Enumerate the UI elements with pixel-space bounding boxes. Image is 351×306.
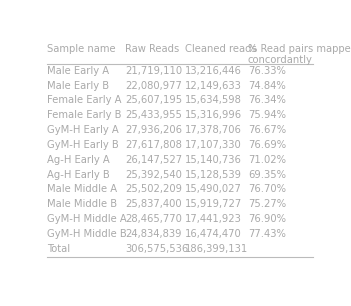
Text: Cleaned reads: Cleaned reads: [185, 44, 257, 54]
Text: Male Middle A: Male Middle A: [47, 185, 117, 194]
Text: 26,147,527: 26,147,527: [126, 155, 183, 165]
Text: Sample name: Sample name: [47, 44, 115, 54]
Text: 15,919,727: 15,919,727: [185, 199, 243, 209]
Text: 186,399,131: 186,399,131: [185, 244, 249, 254]
Text: 76.70%: 76.70%: [248, 185, 286, 194]
Text: 21,719,110: 21,719,110: [126, 66, 183, 76]
Text: Male Early A: Male Early A: [47, 66, 109, 76]
Text: GyM-H Early B: GyM-H Early B: [47, 140, 118, 150]
Text: 24,834,839: 24,834,839: [126, 229, 182, 239]
Text: 16,474,470: 16,474,470: [185, 229, 242, 239]
Text: 17,378,706: 17,378,706: [185, 125, 242, 135]
Text: Male Middle B: Male Middle B: [47, 199, 117, 209]
Text: 69.35%: 69.35%: [248, 170, 286, 180]
Text: 76.67%: 76.67%: [248, 125, 286, 135]
Text: 28,465,770: 28,465,770: [126, 214, 183, 224]
Text: 76.33%: 76.33%: [248, 66, 286, 76]
Text: Female Early B: Female Early B: [47, 110, 121, 120]
Text: 25,502,209: 25,502,209: [126, 185, 183, 194]
Text: 74.84%: 74.84%: [248, 80, 286, 91]
Text: GyM-H Middle A: GyM-H Middle A: [47, 214, 126, 224]
Text: 25,392,540: 25,392,540: [126, 170, 183, 180]
Text: Female Early A: Female Early A: [47, 95, 121, 105]
Text: 15,490,027: 15,490,027: [185, 185, 242, 194]
Text: Total: Total: [47, 244, 70, 254]
Text: 75.27%: 75.27%: [248, 199, 286, 209]
Text: Ag-H Early B: Ag-H Early B: [47, 170, 110, 180]
Text: Ag-H Early A: Ag-H Early A: [47, 155, 110, 165]
Text: GyM-H Early A: GyM-H Early A: [47, 125, 118, 135]
Text: 12,149,633: 12,149,633: [185, 80, 242, 91]
Text: 15,634,598: 15,634,598: [185, 95, 242, 105]
Text: 27,617,808: 27,617,808: [126, 140, 183, 150]
Text: GyM-H Middle B: GyM-H Middle B: [47, 229, 126, 239]
Text: 25,433,955: 25,433,955: [126, 110, 183, 120]
Text: Male Early B: Male Early B: [47, 80, 109, 91]
Text: 17,107,330: 17,107,330: [185, 140, 242, 150]
Text: 76.90%: 76.90%: [248, 214, 286, 224]
Text: 75.94%: 75.94%: [248, 110, 286, 120]
Text: 15,316,996: 15,316,996: [185, 110, 243, 120]
Text: 77.43%: 77.43%: [248, 229, 286, 239]
Text: 71.02%: 71.02%: [248, 155, 286, 165]
Text: 306,575,536: 306,575,536: [126, 244, 189, 254]
Text: 15,128,539: 15,128,539: [185, 170, 242, 180]
Text: 76.69%: 76.69%: [248, 140, 286, 150]
Text: 15,140,736: 15,140,736: [185, 155, 242, 165]
Text: 25,607,195: 25,607,195: [126, 95, 183, 105]
Text: % Read pairs mapped
concordantly: % Read pairs mapped concordantly: [248, 44, 351, 65]
Text: 22,080,977: 22,080,977: [126, 80, 183, 91]
Text: 17,441,923: 17,441,923: [185, 214, 242, 224]
Text: Raw Reads: Raw Reads: [126, 44, 180, 54]
Text: 76.34%: 76.34%: [248, 95, 286, 105]
Text: 27,936,206: 27,936,206: [126, 125, 183, 135]
Text: 25,837,400: 25,837,400: [126, 199, 182, 209]
Text: 13,216,446: 13,216,446: [185, 66, 242, 76]
